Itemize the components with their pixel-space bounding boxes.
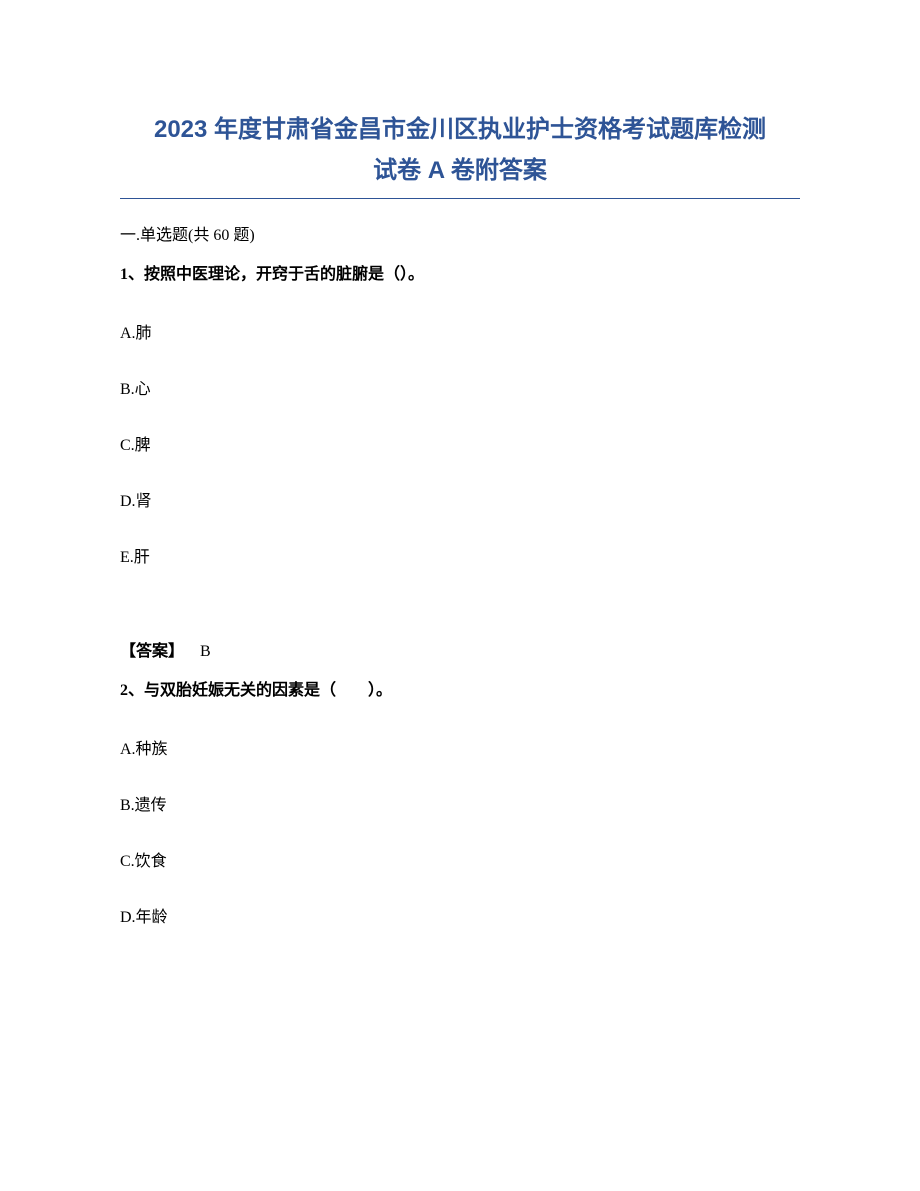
title-underline [120,198,800,199]
question-1-option-b: B.心 [120,375,800,399]
question-1-stem: 1、按照中医理论，开窍于舌的脏腑是（）。 [120,263,800,287]
question-1-answer: 【答案】 B [120,637,800,661]
answer-value: B [200,643,211,660]
question-2-option-b: B.遗传 [120,791,800,815]
question-2-option-c: C.饮食 [120,847,800,871]
title-line-1: 2023 年度甘肃省金昌市金川区执业护士资格考试题库检测 [120,110,800,151]
question-1-option-d: D.肾 [120,487,800,511]
exam-page: 2023 年度甘肃省金昌市金川区执业护士资格考试题库检测 试卷 A 卷附答案 一… [0,0,920,927]
section-header: 一.单选题(共 60 题) [120,221,800,245]
document-title: 2023 年度甘肃省金昌市金川区执业护士资格考试题库检测 试卷 A 卷附答案 [120,110,800,192]
title-line-2: 试卷 A 卷附答案 [120,151,800,192]
question-1-option-c: C.脾 [120,431,800,455]
question-2-option-d: D.年龄 [120,903,800,927]
answer-label: 【答案】 [120,643,184,660]
question-2-option-a: A.种族 [120,735,800,759]
question-2-stem: 2、与双胎妊娠无关的因素是（ ）。 [120,679,800,703]
question-1-option-e: E.肝 [120,543,800,567]
question-1-option-a: A.肺 [120,319,800,343]
